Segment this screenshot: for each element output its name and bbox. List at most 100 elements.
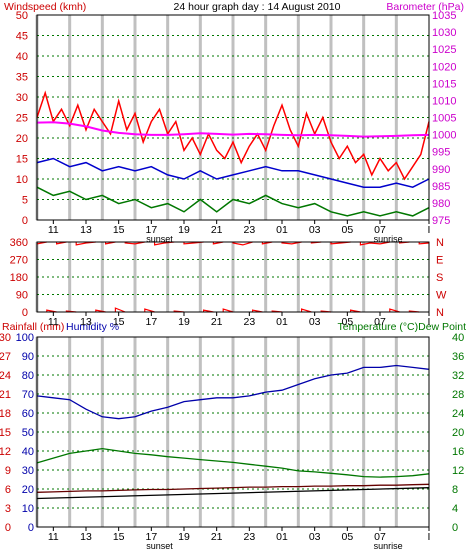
barometer-axis-title: Barometer (hPa): [386, 1, 464, 13]
hour-band: [133, 337, 137, 527]
series-temperature-line: [36, 447, 430, 478]
humidity-tick-label: 100: [16, 332, 34, 344]
wind-tick-label: 30: [16, 92, 28, 104]
hour-band: [264, 15, 268, 220]
time-tick-label: 17: [145, 531, 157, 543]
humidity-tick-label: 80: [22, 370, 34, 382]
barometer-tick-label: 1035: [432, 10, 456, 22]
temperature-tick-label: 20: [452, 427, 464, 439]
time-tick-label: 19: [178, 316, 190, 328]
time-tick-label: 17: [145, 224, 157, 236]
temperature-axis-title: Temperature (°C)Dew Point: [338, 321, 467, 333]
compass-label: S: [436, 272, 443, 284]
humidity-tick-label: 60: [22, 408, 34, 420]
humidity-tick-label: 30: [22, 465, 34, 477]
time-tick-label: 21: [211, 224, 223, 236]
time-tick-label: 05: [341, 316, 353, 328]
panel-frame: [36, 241, 430, 313]
temperature-tick-label: 4: [452, 503, 458, 515]
time-tick-label: 01: [276, 531, 288, 543]
barometer-tick-label: 985: [432, 181, 450, 193]
wind-tick-label: 50: [16, 10, 28, 22]
time-tick-label: 01: [276, 224, 288, 236]
sunrise-label: sunrise: [374, 234, 403, 244]
time-tick-label: 05: [341, 531, 353, 543]
humidity-axis-title: Humidity %: [66, 321, 119, 333]
label-layer: Windspeed (kmh) 24 hour graph day : 14 A…: [0, 1, 466, 551]
time-tick-label: 07: [374, 224, 386, 236]
wind-tick-label: 35: [16, 72, 28, 84]
time-tick-label: 19: [178, 531, 190, 543]
data-layer: [36, 90, 430, 500]
barometer-tick-label: 980: [432, 198, 450, 210]
time-tick-label: 13: [80, 531, 92, 543]
hour-band: [329, 242, 333, 312]
barometer-tick-label: 1000: [432, 130, 456, 142]
frame-layer: [36, 14, 430, 531]
panel-frame: [36, 14, 430, 221]
temperature-tick-label: 36: [452, 351, 464, 363]
barometer-tick-label: 975: [432, 215, 450, 227]
sunset-label: sunset: [146, 541, 173, 551]
rain-tick-label: 30: [0, 332, 11, 344]
time-tick-label: 19: [178, 224, 190, 236]
time-tick-label: 05: [341, 224, 353, 236]
hour-band: [394, 15, 398, 220]
time-tick-label: I: [428, 531, 431, 543]
rain-tick-label: 9: [5, 465, 11, 477]
humidity-tick-label: 70: [22, 389, 34, 401]
direction-tick-label: 0: [22, 307, 28, 319]
compass-label: N: [436, 237, 444, 249]
temperature-tick-label: 40: [452, 332, 464, 344]
hour-band: [394, 242, 398, 312]
barometer-tick-label: 1025: [432, 44, 456, 56]
barometer-tick-label: 1010: [432, 95, 456, 107]
time-tick-label: 01: [276, 316, 288, 328]
time-tick-label: 03: [309, 531, 321, 543]
barometer-tick-label: 1015: [432, 78, 456, 90]
rain-tick-label: 18: [0, 408, 11, 420]
hour-band: [394, 337, 398, 527]
hour-band: [133, 15, 137, 220]
hour-band: [198, 242, 202, 312]
time-tick-label: 13: [80, 316, 92, 328]
series-low-line: [36, 186, 430, 217]
temperature-tick-label: 16: [452, 446, 464, 458]
time-tick-label: I: [428, 316, 431, 328]
rain-tick-label: 27: [0, 351, 11, 363]
humidity-tick-label: 20: [22, 484, 34, 496]
rainfall-axis-title: Rainfall (mm): [2, 321, 64, 333]
compass-label: N: [436, 307, 444, 319]
wind-tick-label: 15: [16, 154, 28, 166]
hour-band: [133, 242, 137, 312]
rain-tick-label: 21: [0, 389, 11, 401]
rain-tick-label: 12: [0, 446, 11, 458]
rain-tick-label: 6: [5, 484, 11, 496]
humidity-tick-label: 40: [22, 446, 34, 458]
time-tick-label: 03: [309, 316, 321, 328]
time-tick-label: 11: [48, 531, 59, 543]
time-tick-label: 15: [113, 531, 125, 543]
hour-band: [68, 242, 72, 312]
time-tick-label: 13: [80, 224, 92, 236]
series-direction-line: [36, 241, 430, 313]
time-tick-label: 17: [145, 316, 157, 328]
barometer-tick-label: 995: [432, 147, 450, 159]
rain-tick-label: 0: [5, 522, 11, 534]
direction-tick-label: 270: [10, 255, 28, 267]
wind-tick-label: 40: [16, 51, 28, 63]
wind-tick-label: 20: [16, 133, 28, 145]
time-tick-label: 11: [48, 224, 59, 236]
hour-band: [68, 15, 72, 220]
series-gust-line: [36, 90, 430, 181]
direction-tick-label: 180: [10, 272, 28, 284]
time-tick-label: 15: [113, 224, 125, 236]
temperature-tick-label: 32: [452, 370, 464, 382]
time-tick-label: 03: [309, 224, 321, 236]
temperature-tick-label: 8: [452, 484, 458, 496]
series-average-line: [36, 157, 430, 188]
time-tick-label: 07: [374, 316, 386, 328]
series-dew-point-line: [36, 483, 430, 493]
hour-band: [198, 337, 202, 527]
humidity-tick-label: 50: [22, 427, 34, 439]
